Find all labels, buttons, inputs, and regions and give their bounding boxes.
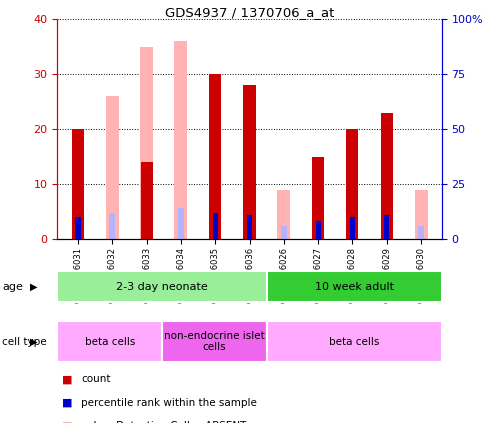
Text: ■: ■ [62, 421, 73, 423]
Bar [415, 190, 428, 239]
Text: count: count [81, 374, 111, 385]
Text: 10 week adult: 10 week adult [315, 282, 394, 291]
Text: value, Detection Call = ABSENT: value, Detection Call = ABSENT [81, 421, 247, 423]
Bar [178, 208, 184, 239]
Text: beta cells: beta cells [329, 337, 379, 346]
Text: ■: ■ [62, 398, 73, 408]
Text: cell type: cell type [2, 337, 47, 346]
Text: percentile rank within the sample: percentile rank within the sample [81, 398, 257, 408]
Bar [267, 321, 442, 362]
Bar [381, 113, 393, 239]
Bar [315, 221, 321, 239]
Text: ▶: ▶ [30, 337, 38, 346]
Bar [106, 96, 119, 239]
Text: ■: ■ [62, 374, 73, 385]
Bar [57, 321, 162, 362]
Bar [350, 217, 355, 239]
Bar [213, 213, 218, 239]
Bar [57, 271, 267, 302]
Bar [244, 85, 255, 239]
Text: GDS4937 / 1370706_a_at: GDS4937 / 1370706_a_at [165, 6, 334, 19]
Bar [144, 206, 150, 239]
Text: age: age [2, 282, 23, 291]
Bar [72, 129, 84, 239]
Bar [140, 47, 153, 239]
Bar [75, 217, 80, 239]
Text: 2-3 day neonate: 2-3 day neonate [116, 282, 208, 291]
Bar [141, 162, 153, 239]
Bar [384, 215, 389, 239]
Bar [277, 190, 290, 239]
Bar [346, 129, 358, 239]
Text: beta cells: beta cells [85, 337, 135, 346]
Text: ▶: ▶ [30, 282, 38, 291]
Bar [209, 74, 221, 239]
Bar [247, 215, 252, 239]
Bar [267, 271, 442, 302]
Text: non-endocrine islet
cells: non-endocrine islet cells [164, 331, 265, 352]
Bar [281, 226, 287, 239]
Bar [312, 157, 324, 239]
Bar [174, 41, 188, 239]
Bar [162, 321, 267, 362]
Bar [418, 226, 424, 239]
Bar [109, 213, 115, 239]
